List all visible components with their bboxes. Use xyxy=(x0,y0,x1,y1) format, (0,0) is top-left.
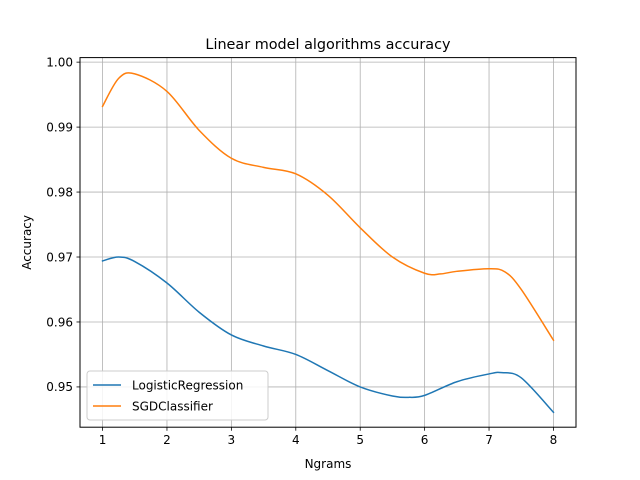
y-tick-label: 0.99 xyxy=(46,120,73,134)
y-axis-label: Accuracy xyxy=(20,215,34,270)
series-line-logisticregression xyxy=(101,256,555,414)
y-tick-label: 0.98 xyxy=(46,185,73,199)
plot-frame xyxy=(79,57,577,428)
legend-label-sgdclassifier: SGDClassifier xyxy=(132,400,213,414)
x-tick-label: 5 xyxy=(356,433,364,447)
x-tick-label: 8 xyxy=(550,433,558,447)
x-tick-label: 4 xyxy=(292,433,300,447)
y-tick-label: 1.00 xyxy=(46,55,73,69)
x-tick-label: 1 xyxy=(99,433,107,447)
x-tick-label: 6 xyxy=(421,433,429,447)
legend-frame xyxy=(86,370,269,421)
y-tick-label: 0.97 xyxy=(46,250,73,264)
y-axis-ticks: 0.95 0.96 0.97 0.98 0.99 1.00 xyxy=(46,55,80,394)
x-axis-ticks: 1 2 3 4 5 6 7 8 xyxy=(99,427,558,447)
y-tick-label: 0.96 xyxy=(46,315,73,329)
x-axis-label: Ngrams xyxy=(305,457,352,471)
chart-title: Linear model algorithms accuracy xyxy=(205,37,451,53)
y-tick-label: 0.95 xyxy=(46,380,73,394)
x-tick-label: 3 xyxy=(228,433,236,447)
x-tick-label: 2 xyxy=(163,433,171,447)
legend-label-logisticregression: LogisticRegression xyxy=(132,379,243,393)
series-layer xyxy=(101,72,555,414)
x-tick-label: 7 xyxy=(485,433,493,447)
legend: LogisticRegression SGDClassifier xyxy=(86,370,269,421)
series-line-sgdclassifier xyxy=(101,72,555,342)
